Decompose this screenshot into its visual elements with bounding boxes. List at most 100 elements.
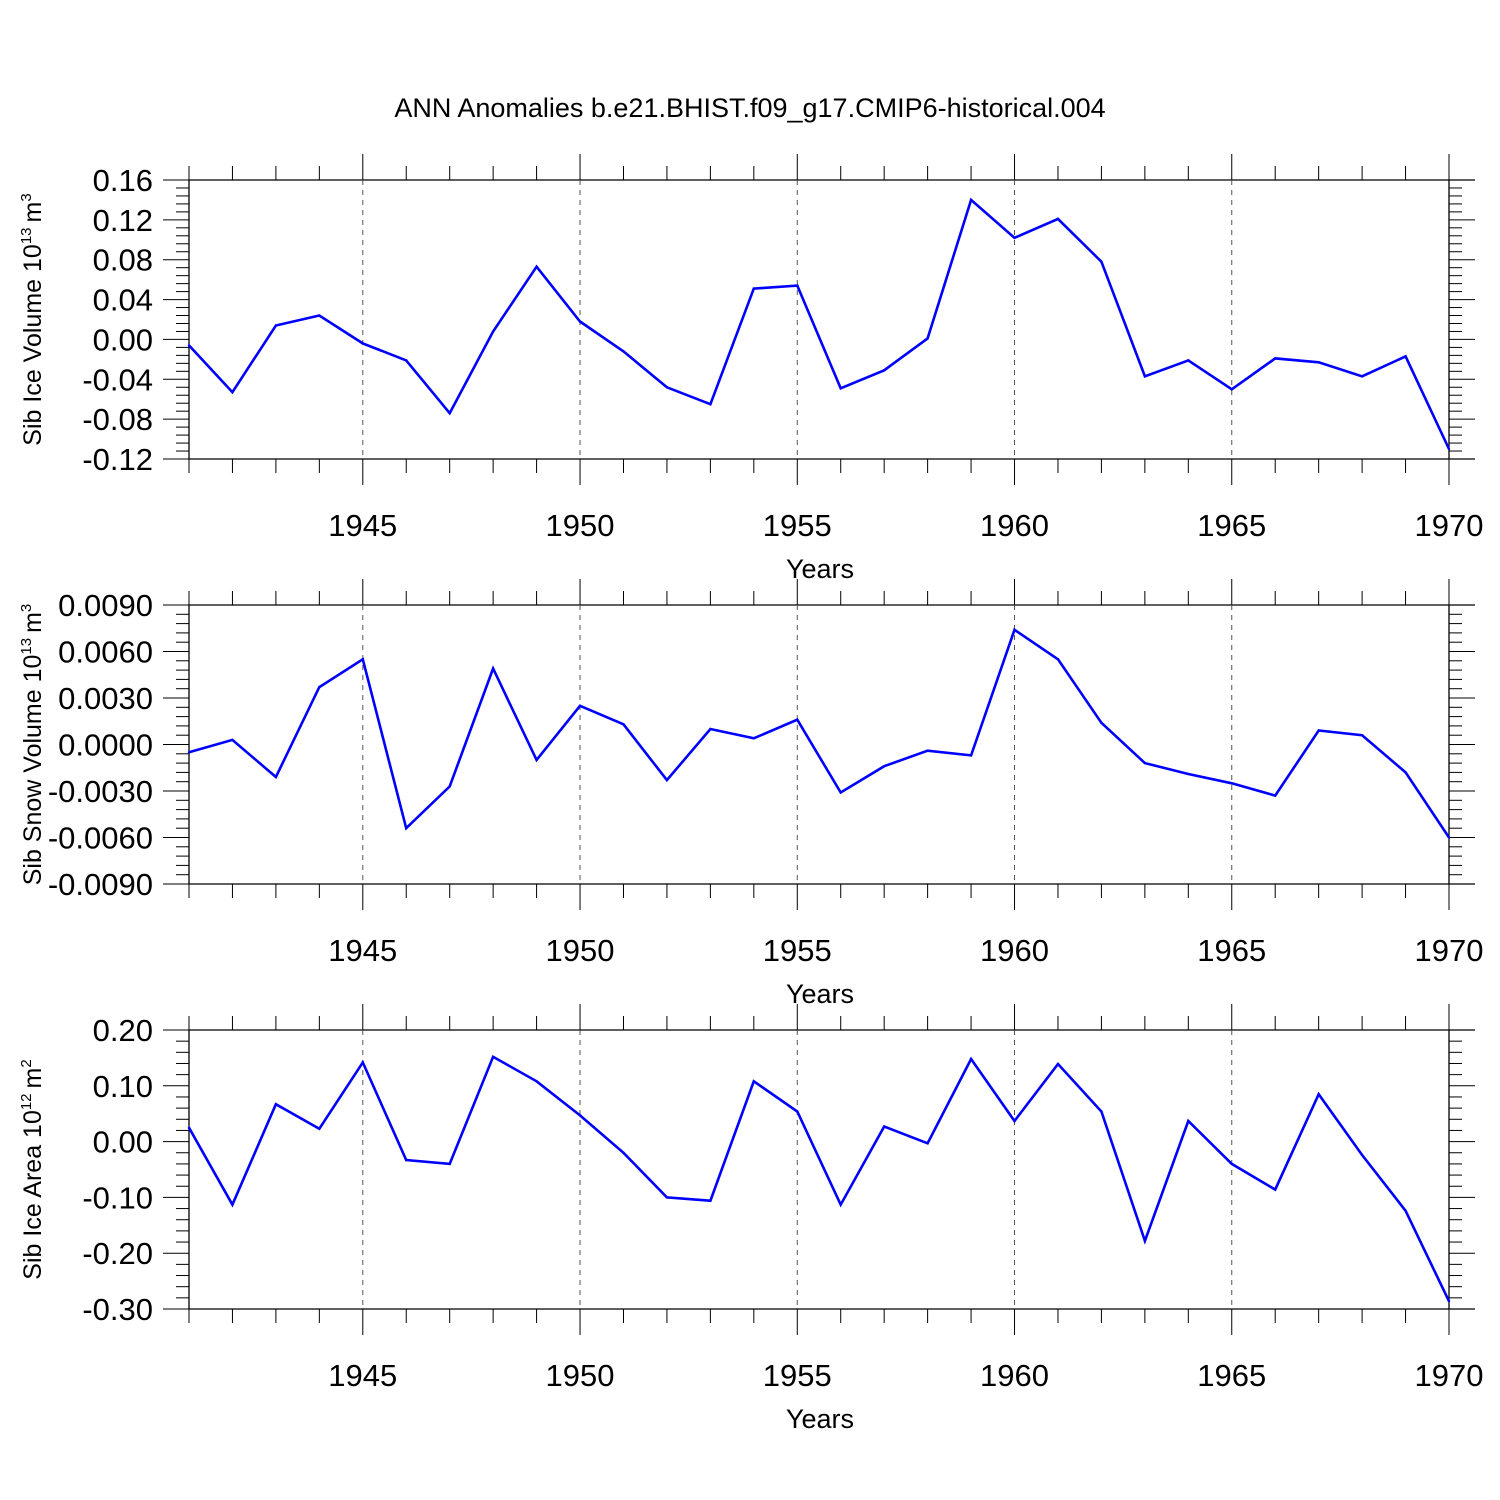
data-point <box>318 1127 321 1130</box>
y-tick-label: -0.10 <box>82 1180 153 1215</box>
y-tick-label: 0.0090 <box>58 588 153 623</box>
data-point <box>1274 794 1277 797</box>
y-tick-label: 0.00 <box>93 1125 153 1160</box>
data-point <box>796 1110 799 1113</box>
data-point <box>318 685 321 689</box>
data-point <box>1404 771 1407 774</box>
data-point <box>1447 447 1451 451</box>
chart-panel-1: -0.12 -0.08 -0.04 0.00 0.04 0.08 0.12 0.16 1945 1… <box>18 154 1483 584</box>
y-tick-label: 0.0060 <box>58 635 153 670</box>
data-point <box>796 284 799 287</box>
data-point <box>274 324 278 327</box>
x-tick-label: 1945 <box>328 508 397 543</box>
data-point <box>882 765 886 768</box>
data-point <box>709 402 712 406</box>
data-point <box>1187 1119 1190 1123</box>
data-point <box>709 1199 712 1202</box>
y-tick-label: 0.16 <box>93 163 153 198</box>
x-tick-label: 1960 <box>980 933 1049 968</box>
data-point <box>709 727 712 731</box>
data-point <box>1317 361 1320 364</box>
data-point <box>1230 388 1233 391</box>
x-axis-label: Years <box>786 979 854 1009</box>
data-point <box>578 704 582 707</box>
data-point <box>1143 375 1147 378</box>
data-point <box>535 758 538 762</box>
data-point <box>448 785 451 788</box>
data-point <box>405 1158 408 1162</box>
data-point <box>796 718 799 721</box>
data-point <box>1360 734 1364 737</box>
data-point <box>1013 236 1016 239</box>
data-point <box>839 1203 842 1206</box>
y-tick-label: 0.20 <box>93 1013 153 1048</box>
series-line <box>187 1054 1451 1302</box>
data-point <box>491 667 495 670</box>
y-tick-label: -0.30 <box>82 1292 153 1327</box>
data-point <box>622 350 625 353</box>
x-tick-label: 1970 <box>1415 508 1484 543</box>
y-axis-label-text: Sib Ice Volume 10 <box>19 244 47 446</box>
data-point <box>1013 628 1016 631</box>
y-tick-label: -0.0090 <box>48 867 153 902</box>
data-point <box>1317 1092 1320 1096</box>
data-point <box>1143 1239 1147 1243</box>
data-point <box>752 737 756 740</box>
y-tick-label: -0.20 <box>82 1236 153 1271</box>
data-point <box>318 314 321 317</box>
data-point <box>405 827 408 830</box>
data-point <box>1360 375 1364 378</box>
y-tick-label: 0.04 <box>93 283 153 318</box>
y-tick-label: -0.04 <box>82 362 153 397</box>
y-axis-label-unit: m <box>19 202 47 223</box>
data-point <box>622 1151 625 1154</box>
y-tick-label: -0.0060 <box>48 821 153 856</box>
chart-panel-3: -0.30 -0.20 -0.10 0.00 0.10 0.20 1945 1950 1955 1… <box>18 1004 1483 1434</box>
data-point <box>231 391 234 394</box>
data-point <box>839 387 842 390</box>
y-tick-label: 0.08 <box>93 243 153 278</box>
x-tick-label: 1965 <box>1197 1358 1266 1393</box>
y-tick-label: 0.12 <box>93 203 153 238</box>
x-tick-label: 1955 <box>763 1358 832 1393</box>
data-point <box>1447 836 1451 839</box>
y-tick-label: 0.0030 <box>58 681 153 716</box>
data-point <box>361 1061 364 1064</box>
y-tick-label: 0.0000 <box>58 728 153 763</box>
y-axis-label-exponent: 13 <box>18 638 35 655</box>
data-point <box>1274 1188 1277 1191</box>
x-tick-label: 1960 <box>980 1358 1049 1393</box>
y-axis-label-exponent: 13 <box>18 227 35 244</box>
data-point <box>1360 1153 1364 1157</box>
data-point <box>1447 1299 1451 1303</box>
data-point <box>535 1080 538 1083</box>
data-point <box>839 791 842 794</box>
data-point <box>926 1142 929 1145</box>
data-point <box>622 723 625 726</box>
data-point <box>1100 721 1103 724</box>
x-tick-label: 1970 <box>1415 1358 1484 1393</box>
y-axis-label-text: Sib Ice Area 10 <box>19 1110 47 1280</box>
data-point <box>1187 359 1190 362</box>
x-tick-label: 1950 <box>546 933 615 968</box>
data-point <box>535 265 538 268</box>
data-point <box>187 344 191 347</box>
x-tick-label: 1970 <box>1415 933 1484 968</box>
y-tick-label: 0.10 <box>93 1069 153 1104</box>
data-point <box>231 738 234 742</box>
y-axis-label-unit-exponent: 2 <box>18 1059 35 1067</box>
data-point <box>1230 782 1233 785</box>
chart-panel-2: -0.0090 -0.0060 -0.0030 0.0000 0.0030 0.0060 0… <box>18 579 1483 1009</box>
x-tick-label: 1945 <box>328 1358 397 1393</box>
data-point <box>1013 1119 1016 1123</box>
y-tick-label: -0.0030 <box>48 774 153 809</box>
data-point <box>1056 658 1060 661</box>
data-point <box>1056 217 1060 221</box>
data-point <box>1317 729 1320 732</box>
data-point <box>448 411 451 415</box>
y-tick-label: 0.00 <box>93 322 153 357</box>
data-point <box>752 1080 756 1083</box>
data-point <box>969 754 973 757</box>
y-tick-label: -0.12 <box>82 442 153 477</box>
figure-title: ANN Anomalies b.e21.BHIST.f09_g17.CMIP6-… <box>394 93 1105 123</box>
